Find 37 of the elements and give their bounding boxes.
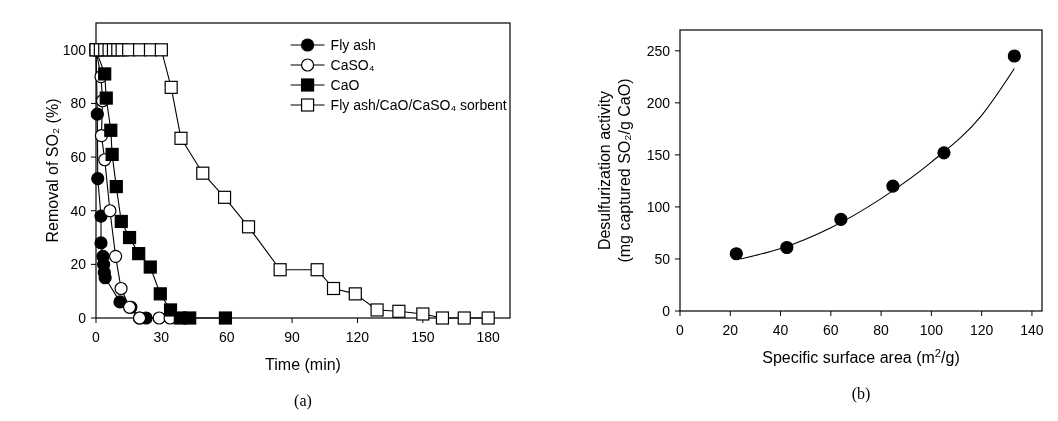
y-tick-label: 60 xyxy=(70,149,87,166)
x-tick-label: 180 xyxy=(476,329,501,345)
x-tick-label: 60 xyxy=(823,322,839,338)
x-tick-label: 0 xyxy=(676,322,685,338)
legend-label: Fly ash/CaO/CaSO₄ sorbent xyxy=(330,97,507,113)
legend-label: CaSO₄ xyxy=(330,57,375,73)
y-tick-label: 150 xyxy=(646,146,671,163)
x-tick-label: 120 xyxy=(969,322,994,338)
y-tick-label: 200 xyxy=(646,94,671,111)
x-axis-title: Specific surface area (m$^{2}$/g) xyxy=(762,347,960,366)
x-tick-label: 60 xyxy=(218,329,235,345)
x-tick-label: 0 xyxy=(92,329,101,345)
y-tick-label: 100 xyxy=(62,41,87,58)
legend-label: Fly ash xyxy=(330,37,376,53)
x-axis-title: Time (min) xyxy=(265,356,341,373)
x-tick-label: 20 xyxy=(722,322,739,338)
y-tick-label: 40 xyxy=(70,202,87,219)
x-tick-label: 30 xyxy=(153,329,170,345)
y-tick-label: 100 xyxy=(646,198,671,215)
text: (b) xyxy=(851,385,871,403)
x-tick-label: 90 xyxy=(284,329,301,345)
y-tick-label: 0 xyxy=(662,303,671,319)
y-tick-label: 80 xyxy=(70,95,87,112)
y-tick-label: 50 xyxy=(654,250,671,267)
x-tick-label: 40 xyxy=(772,322,789,338)
x-tick-label: 140 xyxy=(1020,322,1044,338)
text: (a) xyxy=(294,392,312,410)
y-tick-label: 0 xyxy=(78,310,87,326)
y-tick-label: 20 xyxy=(70,256,87,273)
x-tick-label: 150 xyxy=(411,329,435,345)
legend-label: CaO xyxy=(330,77,360,93)
y-axis-title: Desulfurization activity (mg captured SO₂/g CaO) xyxy=(596,78,633,263)
y-axis-title: Removal of SO₂ (%) xyxy=(44,98,61,243)
x-tick-label: 80 xyxy=(873,322,890,338)
x-tick-label: 100 xyxy=(919,322,944,338)
x-tick-label: 120 xyxy=(345,329,370,345)
y-tick-label: 250 xyxy=(646,42,671,59)
